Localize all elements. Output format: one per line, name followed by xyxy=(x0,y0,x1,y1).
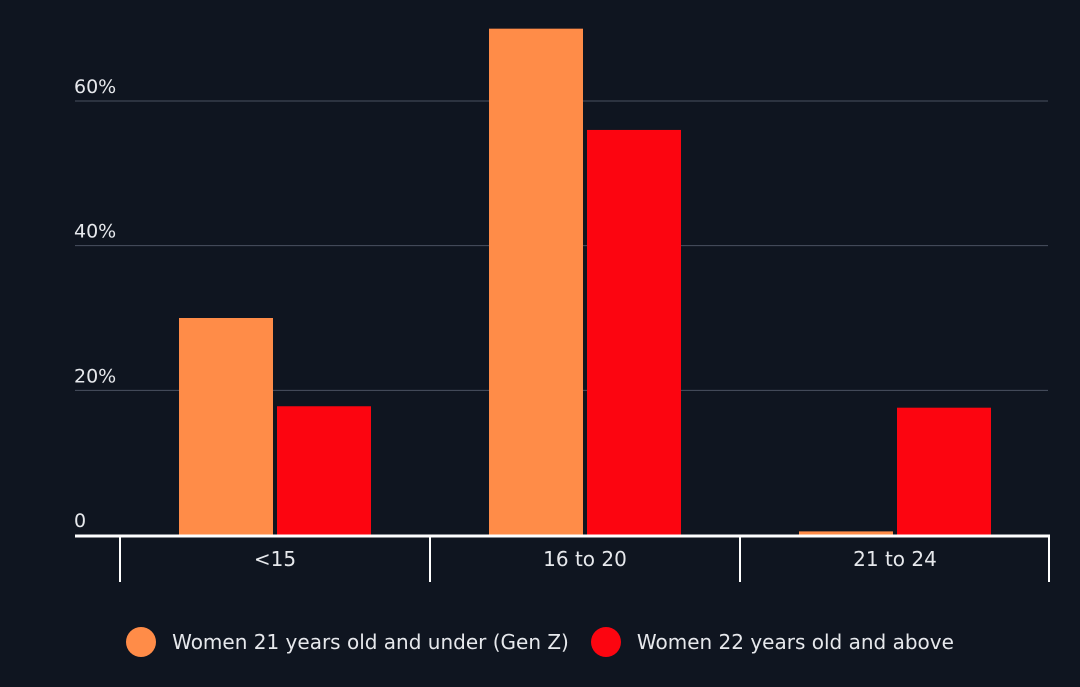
x-tick-label: 21 to 24 xyxy=(853,547,937,571)
bar-2-0 xyxy=(799,531,893,535)
bar-1-0 xyxy=(489,28,583,536)
legend: Women 21 years old and under (Gen Z) Wom… xyxy=(0,622,1080,662)
legend-item-22-plus[interactable]: Women 22 years old and above xyxy=(590,627,954,657)
x-tick-label: 16 to 20 xyxy=(543,547,627,571)
bar-0-0 xyxy=(179,318,273,535)
y-tick-label: 0 xyxy=(74,510,86,532)
legend-item-gen-z[interactable]: Women 21 years old and under (Gen Z) xyxy=(126,627,569,657)
legend-swatch-22-plus xyxy=(590,627,621,657)
y-tick-label: 20% xyxy=(74,365,116,387)
y-tick-label: 60% xyxy=(74,76,116,98)
bar-0-1 xyxy=(277,406,371,535)
bar-1-1 xyxy=(587,129,681,535)
x-tick-label: <15 xyxy=(254,547,296,571)
legend-swatch-gen-z xyxy=(126,627,157,657)
bar-2-1 xyxy=(897,407,991,535)
y-tick-label: 40% xyxy=(74,221,116,243)
legend-label-gen-z: Women 21 years old and under (Gen Z) xyxy=(172,630,569,654)
legend-label-22-plus: Women 22 years old and above xyxy=(636,630,954,654)
